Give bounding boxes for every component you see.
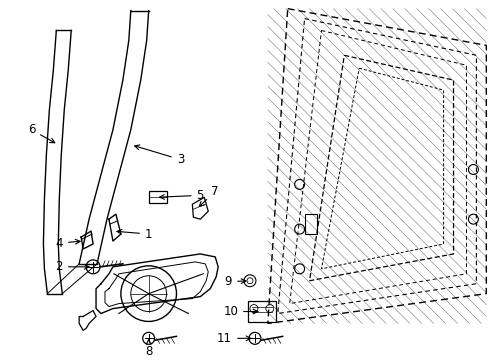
Text: 6: 6 bbox=[28, 123, 55, 143]
Text: 11: 11 bbox=[217, 332, 251, 345]
Bar bbox=[305, 214, 317, 234]
Bar bbox=[248, 301, 276, 323]
Text: 2: 2 bbox=[55, 260, 89, 273]
Text: 10: 10 bbox=[223, 305, 258, 318]
Text: 1: 1 bbox=[117, 228, 152, 240]
Text: 3: 3 bbox=[135, 145, 184, 166]
Text: 7: 7 bbox=[199, 185, 219, 207]
Text: 8: 8 bbox=[145, 339, 152, 358]
Polygon shape bbox=[193, 197, 208, 219]
Text: 4: 4 bbox=[55, 237, 80, 249]
Bar bbox=[148, 192, 167, 203]
Text: 9: 9 bbox=[224, 275, 246, 288]
Text: 5: 5 bbox=[160, 189, 204, 202]
